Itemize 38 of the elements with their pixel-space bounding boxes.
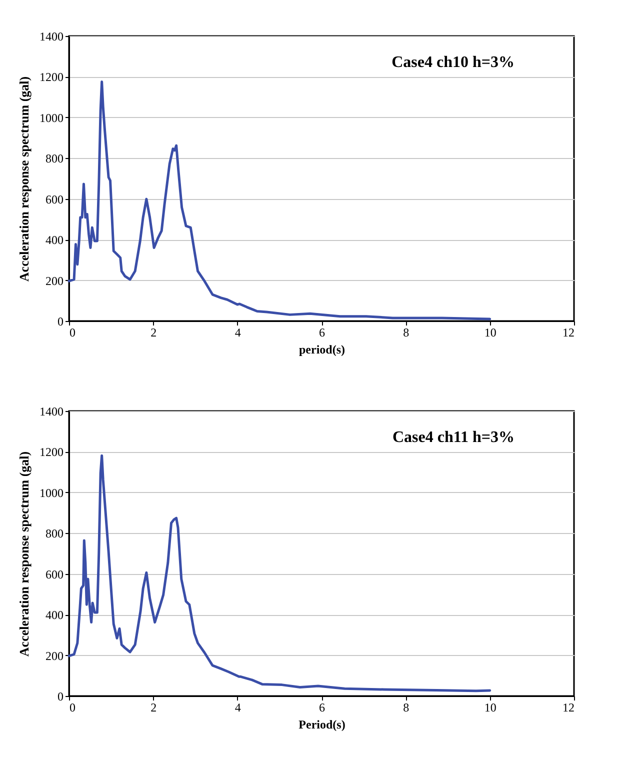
- x-tick-label: 0: [70, 700, 76, 714]
- x-tick-label: 6: [319, 700, 325, 714]
- y-tick-label: 1400: [40, 30, 64, 44]
- x-axis-title: Period(s): [298, 718, 346, 732]
- y-tick-label: 800: [46, 526, 64, 541]
- y-tick-label: 200: [46, 274, 64, 288]
- y-tick-label: 600: [46, 192, 64, 206]
- y-axis-title: Acceleration response spectrum (gal): [16, 76, 32, 282]
- x-tick-label: 8: [403, 326, 410, 340]
- x-tick-label: 4: [234, 700, 241, 714]
- y-tick-label: 1200: [40, 445, 64, 460]
- x-axis-title: period(s): [299, 342, 345, 356]
- x-tick-label: 10: [484, 700, 496, 714]
- line-series: [68, 80, 492, 320]
- y-tick-label: 0: [58, 690, 64, 704]
- line-series: [68, 454, 492, 692]
- x-tick-label: 12: [562, 326, 574, 340]
- y-tick-label: 600: [46, 567, 64, 582]
- x-tick-label: 2: [150, 326, 157, 340]
- x-tick-label: 6: [319, 326, 325, 340]
- text: Case4 ch11 h=3%: [392, 429, 514, 446]
- y-axis-title: Acceleration response spectrum (gal): [16, 451, 32, 657]
- y-tick-label: 1000: [40, 486, 64, 500]
- y-tick-label: 400: [46, 608, 64, 622]
- x-tick-label: 10: [484, 326, 496, 340]
- x-tick-label: 2: [150, 700, 157, 714]
- x-tick-label: 0: [70, 326, 76, 340]
- y-tick-label: 1200: [40, 70, 64, 84]
- y-tick-label: 1400: [40, 404, 64, 418]
- y-tick-label: 200: [46, 648, 64, 663]
- x-tick-label: 12: [562, 700, 574, 714]
- y-tick-label: 0: [58, 314, 64, 328]
- y-tick-label: 400: [46, 233, 64, 248]
- x-tick-label: 4: [234, 326, 241, 340]
- text: Case4 ch10 h=3%: [392, 54, 514, 71]
- y-tick-label: 1000: [40, 110, 64, 125]
- y-tick-label: 800: [46, 152, 64, 166]
- x-tick-label: 8: [403, 700, 410, 714]
